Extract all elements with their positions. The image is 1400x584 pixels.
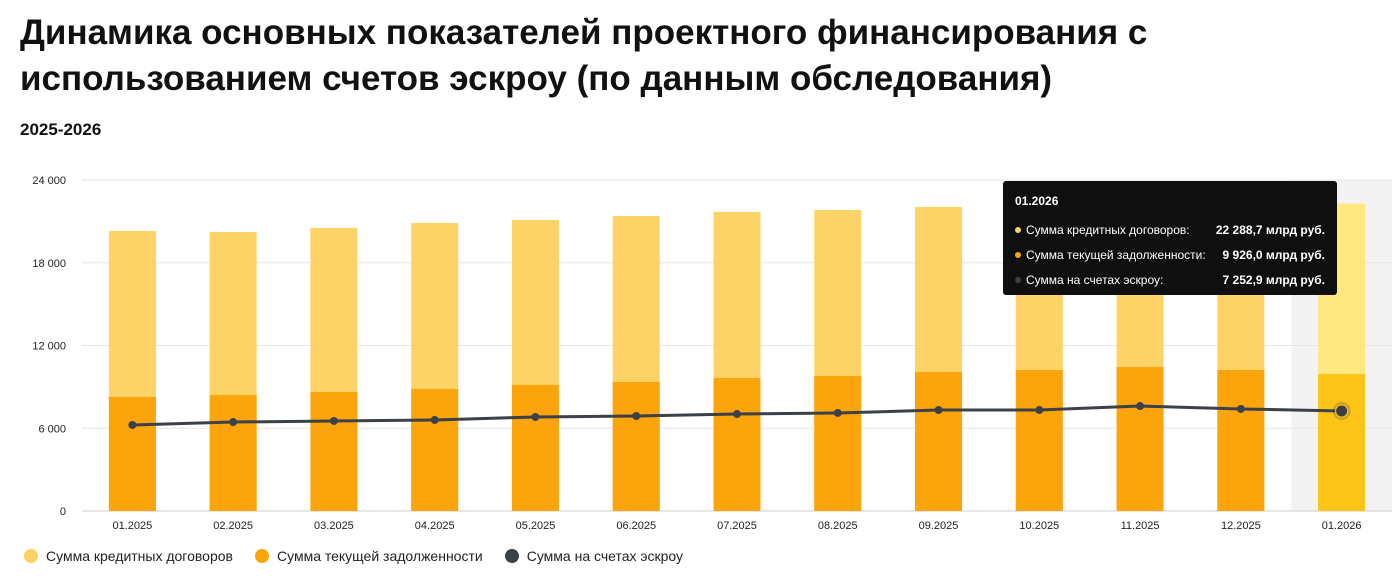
tooltip-marker — [1015, 276, 1021, 283]
tooltip-label: Сумма кредитных договоров: — [1026, 222, 1190, 237]
escrow-point — [833, 408, 842, 417]
tooltip-row: Сумма на счетах эскроу: 7 252,9 млрд руб. — [1015, 267, 1325, 292]
bar-current-debt — [1015, 370, 1063, 511]
x-tick-label: 03.2025 — [314, 520, 354, 532]
legend-label: Сумма кредитных договоров — [46, 548, 233, 564]
bar-current-debt — [1217, 370, 1265, 511]
legend-item-escrow[interactable]: Сумма на счетах эскроу — [504, 548, 684, 564]
bar-current-debt — [1116, 367, 1164, 511]
x-tick-label: 10.2025 — [1019, 520, 1059, 532]
tooltip-marker — [1015, 226, 1021, 233]
y-tick-label: 6 000 — [38, 423, 66, 435]
chart-subtitle: 2025-2026 — [20, 120, 102, 139]
legend-item-credit[interactable]: Сумма кредитных договоров — [24, 548, 233, 564]
bar-current-debt — [1318, 374, 1366, 511]
escrow-point — [229, 418, 238, 427]
bar-current-debt — [310, 391, 358, 511]
tooltip-marker — [1015, 251, 1021, 258]
tooltip-value: 22 288,7 млрд руб. — [1215, 222, 1325, 237]
bar-current-debt — [108, 396, 156, 511]
tooltip-label: Сумма на счетах эскроу: — [1026, 272, 1164, 287]
bar-current-debt — [713, 378, 761, 511]
x-tick-label: 12.2025 — [1221, 520, 1261, 532]
tooltip-header: 01.2026 — [1015, 194, 1059, 208]
tooltip-value: 7 252,9 млрд руб. — [1222, 272, 1325, 287]
escrow-point — [531, 412, 540, 421]
x-tick-label: 02.2025 — [213, 520, 253, 532]
escrow-point — [1335, 404, 1349, 418]
legend-marker — [504, 549, 519, 563]
tooltip: 01.2026 Сумма кредитных договоров: 22 288… — [1003, 181, 1337, 295]
x-tick-label: 07.2025 — [717, 520, 757, 532]
tooltip-value: 9 926,0 млрд руб. — [1222, 247, 1325, 262]
legend-label: Сумма на счетах эскроу — [526, 548, 684, 564]
escrow-point — [430, 415, 439, 424]
x-tick-label: 01.2026 — [1322, 520, 1362, 532]
legend-marker — [254, 549, 269, 563]
escrow-point — [1136, 402, 1145, 411]
x-tick-label: 05.2025 — [516, 520, 556, 532]
y-tick-label: 24 000 — [32, 175, 66, 187]
escrow-point — [1236, 404, 1245, 413]
y-tick-label: 0 — [60, 506, 66, 518]
x-tick-label: 01.2025 — [113, 520, 153, 532]
bar-current-debt — [915, 371, 963, 511]
tooltip-label: Сумма текущей задолженности: — [1026, 247, 1206, 262]
bar-current-debt — [814, 375, 862, 511]
tooltip-row: Сумма кредитных договоров: 22 288,7 млрд … — [1015, 217, 1325, 242]
x-tick-label: 11.2025 — [1121, 520, 1160, 532]
escrow-point — [733, 410, 741, 419]
bar-current-debt — [209, 395, 257, 511]
x-tick-label: 06.2025 — [616, 520, 656, 532]
legend-label: Сумма текущей задолженности — [276, 548, 483, 564]
x-tick-label: 04.2025 — [415, 520, 455, 532]
y-tick-label: 18 000 — [32, 258, 66, 270]
x-tick-label: 08.2025 — [818, 520, 858, 532]
legend: Сумма кредитных договоров Сумма текущей … — [24, 548, 683, 564]
bar-current-debt — [612, 382, 660, 511]
y-tick-label: 12 000 — [32, 341, 66, 353]
chart-title: Динамика основных показателей проектного… — [20, 13, 1148, 98]
tooltip-row: Сумма текущей задолженности: 9 926,0 млрд… — [1015, 242, 1325, 267]
escrow-point — [329, 416, 338, 425]
escrow-point — [1035, 406, 1044, 415]
legend-marker — [24, 549, 38, 563]
legend-item-debt[interactable]: Сумма текущей задолженности — [254, 548, 483, 564]
escrow-point — [632, 411, 641, 420]
x-tick-label: 09.2025 — [919, 520, 959, 532]
escrow-point — [934, 406, 943, 415]
bar-current-debt — [511, 384, 559, 511]
bar-current-debt — [411, 388, 459, 511]
escrow-point — [128, 420, 137, 429]
